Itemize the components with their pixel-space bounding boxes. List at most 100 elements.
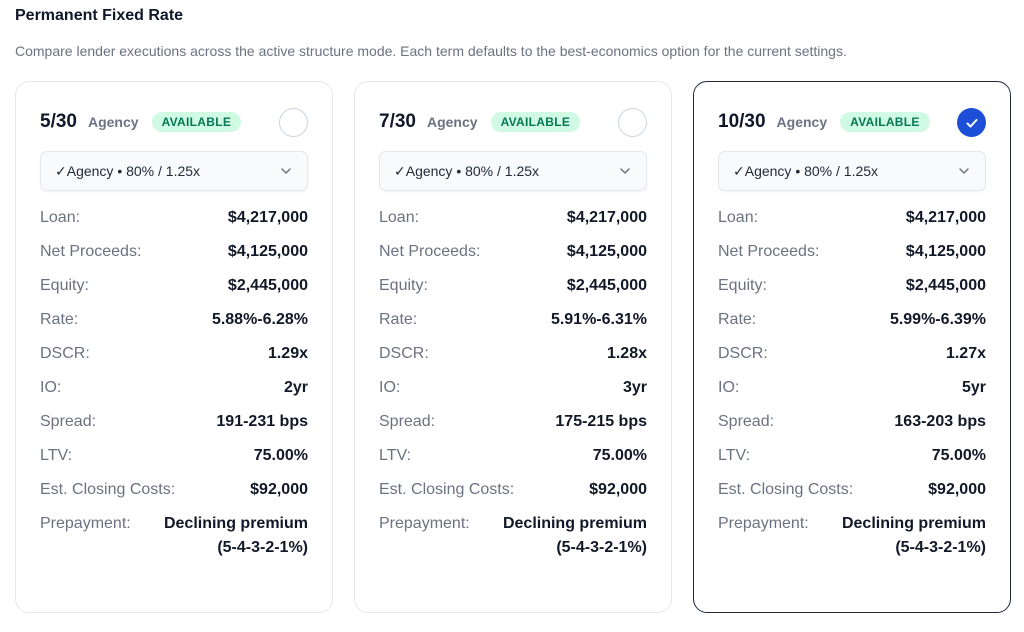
row-label: Spread: <box>718 413 775 430</box>
status-badge: AVAILABLE <box>151 112 242 132</box>
status-badge: AVAILABLE <box>490 112 581 132</box>
row-label: Rate: <box>718 311 757 328</box>
row-label: IO: <box>40 379 62 396</box>
row-rate: Rate: 5.99%-6.39% <box>718 308 986 342</box>
ltv-value: 75.00% <box>931 447 986 464</box>
net-proceeds-value: $4,125,000 <box>905 243 986 260</box>
row-rate: Rate: 5.88%-6.28% <box>40 308 308 342</box>
lender-type: Agency <box>87 114 139 130</box>
lender-select-value: ✓Agency • 80% / 1.25x <box>55 162 201 179</box>
row-io: IO: 3yr <box>379 376 647 410</box>
row-io: IO: 2yr <box>40 376 308 410</box>
row-label: Loan: <box>40 209 81 226</box>
row-label: Net Proceeds: <box>379 243 481 260</box>
row-spread: Spread: 163-203 bps <box>718 410 986 444</box>
row-equity: Equity: $2,445,000 <box>379 274 647 308</box>
row-label: DSCR: <box>40 345 90 362</box>
select-radio[interactable] <box>618 108 647 137</box>
row-label: Spread: <box>379 413 436 430</box>
select-radio[interactable] <box>957 108 986 137</box>
dscr-value: 1.29x <box>267 345 308 362</box>
row-label: IO: <box>379 379 401 396</box>
row-label: Equity: <box>718 277 767 294</box>
row-loan: Loan: $4,217,000 <box>40 206 308 240</box>
row-dscr: DSCR: 1.28x <box>379 342 647 376</box>
row-rate: Rate: 5.91%-6.31% <box>379 308 647 342</box>
loan-value: $4,217,000 <box>905 209 986 226</box>
dscr-value: 1.27x <box>945 345 986 362</box>
card-header: 5/30 Agency AVAILABLE <box>40 108 308 137</box>
status-badge: AVAILABLE <box>840 112 930 132</box>
check-icon <box>966 118 977 127</box>
row-loan: Loan: $4,217,000 <box>379 206 647 240</box>
row-label: Loan: <box>718 209 759 226</box>
row-label: Rate: <box>40 311 79 328</box>
row-label: Spread: <box>40 413 97 430</box>
prepayment-value: Declining premium (5-4-3-2-1%) <box>502 515 647 556</box>
rate-value: 5.99%-6.39% <box>889 311 986 328</box>
io-value: 5yr <box>961 379 986 396</box>
metrics: Loan: $4,217,000 Net Proceeds: $4,125,000 … <box>40 206 308 584</box>
row-equity: Equity: $2,445,000 <box>40 274 308 308</box>
row-ltv: LTV: 75.00% <box>379 444 647 478</box>
chevron-down-icon <box>281 168 291 174</box>
chevron-down-icon <box>620 168 630 174</box>
lender-select[interactable]: ✓Agency • 80% / 1.25x <box>718 151 986 191</box>
row-label: Net Proceeds: <box>40 243 142 260</box>
spread-value: 163-203 bps <box>894 413 986 430</box>
lender-type: Agency <box>776 114 828 130</box>
row-io: IO: 5yr <box>718 376 986 410</box>
term-label: 7/30 <box>379 111 416 132</box>
term-cards: 5/30 Agency AVAILABLE ✓Agency • 80% / 1.… <box>15 81 1011 613</box>
row-label: LTV: <box>40 447 73 464</box>
term-card-5-30[interactable]: 5/30 Agency AVAILABLE ✓Agency • 80% / 1.… <box>15 81 333 613</box>
row-label: DSCR: <box>379 345 429 362</box>
equity-value: $2,445,000 <box>905 277 986 294</box>
equity-value: $2,445,000 <box>566 277 647 294</box>
row-ltv: LTV: 75.00% <box>40 444 308 478</box>
row-label: Net Proceeds: <box>718 243 820 260</box>
chevron-down-icon <box>959 168 969 174</box>
select-radio[interactable] <box>279 108 308 137</box>
term-card-10-30[interactable]: 10/30 Agency AVAILABLE ✓Agency • 80% / 1… <box>693 81 1011 613</box>
net-proceeds-value: $4,125,000 <box>227 243 308 260</box>
row-closing-costs: Est. Closing Costs: $92,000 <box>718 478 986 512</box>
lender-select-value: ✓Agency • 80% / 1.25x <box>733 162 879 179</box>
term-label: 5/30 <box>40 111 77 132</box>
closing-costs-value: $92,000 <box>589 481 647 498</box>
row-label: Est. Closing Costs: <box>40 481 176 498</box>
row-prepayment: Prepayment: Declining premium (5-4-3-2-1%… <box>40 512 308 584</box>
term-card-7-30[interactable]: 7/30 Agency AVAILABLE ✓Agency • 80% / 1.… <box>354 81 672 613</box>
row-label: LTV: <box>379 447 412 464</box>
net-proceeds-value: $4,125,000 <box>566 243 647 260</box>
row-equity: Equity: $2,445,000 <box>718 274 986 308</box>
row-label: IO: <box>718 379 740 396</box>
row-net-proceeds: Net Proceeds: $4,125,000 <box>718 240 986 274</box>
row-label: Rate: <box>379 311 418 328</box>
card-header: 10/30 Agency AVAILABLE <box>718 108 986 137</box>
row-net-proceeds: Net Proceeds: $4,125,000 <box>40 240 308 274</box>
row-label: Est. Closing Costs: <box>718 481 854 498</box>
card-header: 7/30 Agency AVAILABLE <box>379 108 647 137</box>
lender-select[interactable]: ✓Agency • 80% / 1.25x <box>379 151 647 191</box>
lender-select[interactable]: ✓Agency • 80% / 1.25x <box>40 151 308 191</box>
rate-value: 5.91%-6.31% <box>550 311 647 328</box>
row-closing-costs: Est. Closing Costs: $92,000 <box>379 478 647 512</box>
metrics: Loan: $4,217,000 Net Proceeds: $4,125,000 … <box>718 206 986 584</box>
row-label: Est. Closing Costs: <box>379 481 515 498</box>
ltv-value: 75.00% <box>253 447 308 464</box>
row-net-proceeds: Net Proceeds: $4,125,000 <box>379 240 647 274</box>
row-ltv: LTV: 75.00% <box>718 444 986 478</box>
closing-costs-value: $92,000 <box>928 481 986 498</box>
row-label: Prepayment: <box>718 515 809 532</box>
lender-select-value: ✓Agency • 80% / 1.25x <box>394 162 540 179</box>
row-closing-costs: Est. Closing Costs: $92,000 <box>40 478 308 512</box>
rate-value: 5.88%-6.28% <box>211 311 308 328</box>
prepayment-value: Declining premium (5-4-3-2-1%) <box>163 515 308 556</box>
loan-value: $4,217,000 <box>227 209 308 226</box>
page-title: Permanent Fixed Rate <box>15 7 184 24</box>
io-value: 2yr <box>283 379 308 396</box>
row-label: Prepayment: <box>379 515 470 532</box>
spread-value: 191-231 bps <box>216 413 308 430</box>
row-label: Equity: <box>379 277 428 294</box>
